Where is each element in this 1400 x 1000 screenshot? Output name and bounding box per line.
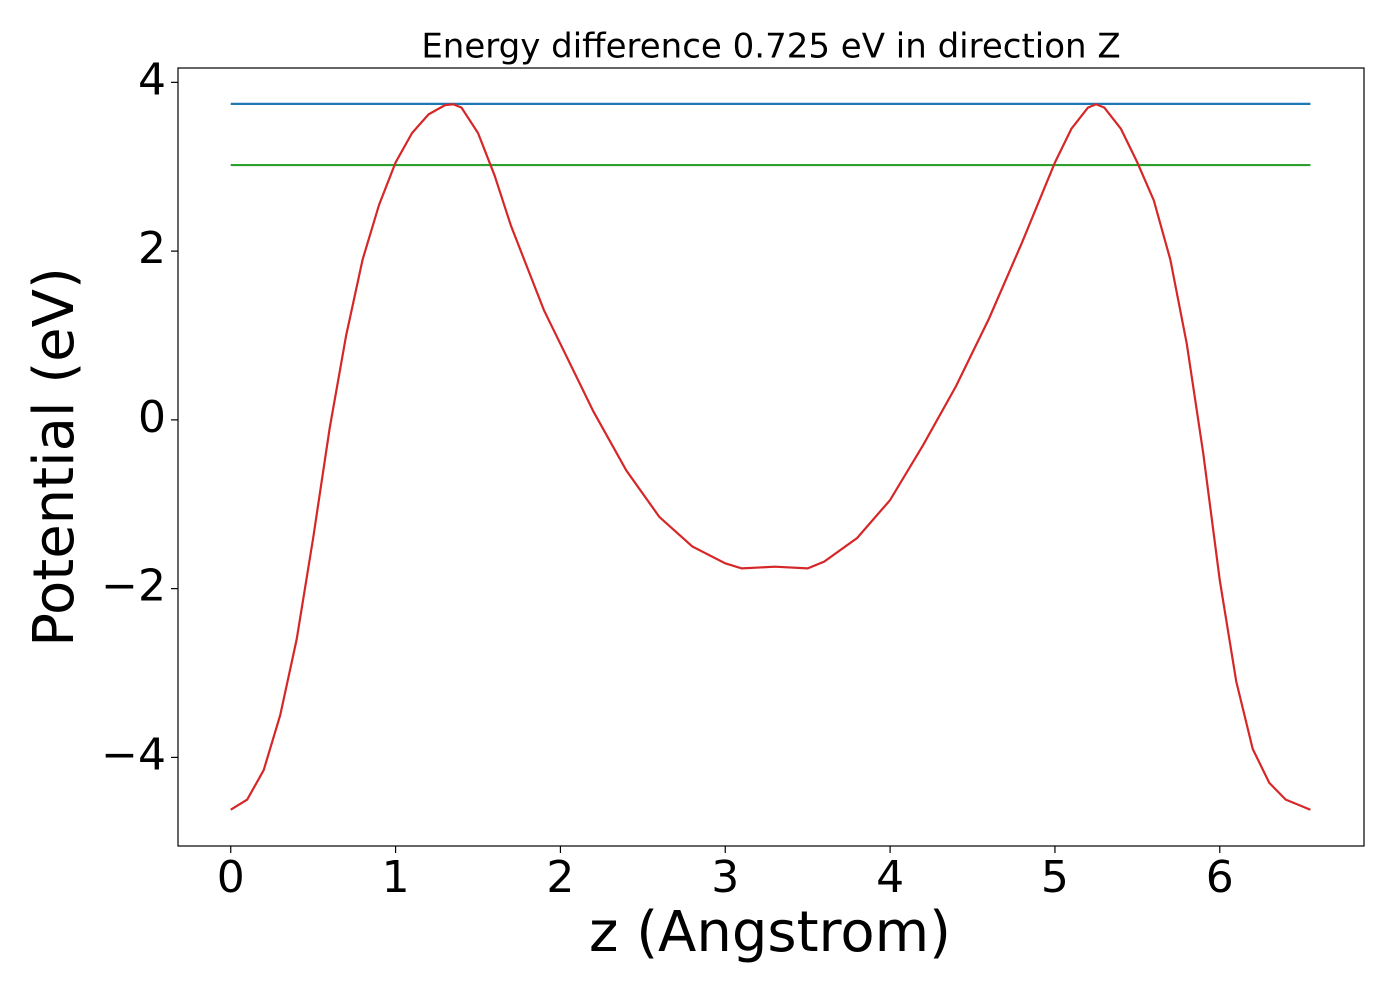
x-tick-label: 0 — [217, 852, 245, 903]
x-tick-label: 4 — [876, 852, 904, 903]
x-tick-label: 2 — [546, 852, 574, 903]
x-tick-label: 1 — [382, 852, 410, 903]
y-tick-label: −4 — [101, 729, 166, 780]
x-tick-label: 3 — [711, 852, 739, 903]
y-tick-label: 2 — [138, 223, 166, 274]
y-tick-label: 0 — [138, 392, 166, 443]
y-tick-label: 4 — [138, 54, 166, 105]
line-series — [230, 103, 1311, 811]
x-tick-label: 6 — [1206, 852, 1234, 903]
x-tick-label: 5 — [1041, 852, 1069, 903]
x-axis-label: z (Angstrom) — [589, 900, 951, 965]
y-tick-label: −2 — [101, 561, 166, 612]
chart-title: Energy difference 0.725 eV in direction … — [421, 27, 1120, 67]
y-axis-label: Potential (eV) — [22, 267, 87, 647]
plot-frame — [177, 67, 1365, 847]
